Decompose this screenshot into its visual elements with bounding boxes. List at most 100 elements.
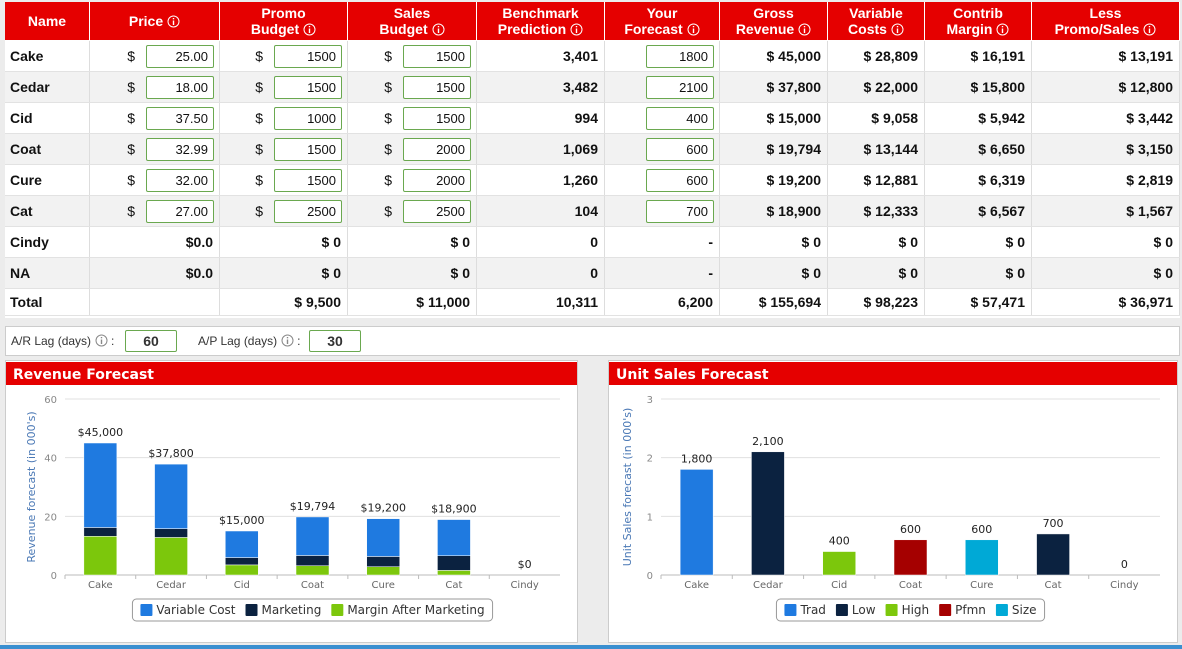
input-box[interactable]: 400 <box>646 107 714 130</box>
table-row: Total $ 9,500 $ 11,000 10,311 6,200 $ 155,694… <box>5 289 1180 316</box>
currency: $ <box>127 172 135 188</box>
cell: 600 <box>605 134 720 164</box>
x-tick-label: Cure <box>372 580 395 591</box>
icon-circle <box>687 23 700 36</box>
cell-text: $ 2,819 <box>1126 172 1173 188</box>
input-box[interactable]: 1000 <box>274 107 342 130</box>
cell-text: $ 18,900 <box>766 203 822 219</box>
total-label: 600 <box>971 523 992 536</box>
x-tick-label: Cat <box>1045 580 1062 591</box>
row-name: Cure <box>10 172 42 188</box>
header-line: Price <box>129 13 180 29</box>
currency: $ <box>255 203 263 219</box>
input-box[interactable]: 600 <box>646 138 714 161</box>
cell-text: $ 11,000 <box>416 294 470 310</box>
input-box[interactable]: 2500 <box>403 200 471 223</box>
header-line: Variable <box>849 5 903 21</box>
cell: $ 6,319 <box>925 165 1032 195</box>
header-text: Contrib <box>953 5 1003 21</box>
legend-label: Marketing <box>262 603 322 617</box>
lag-text: A/R Lag (days) <box>11 334 92 348</box>
input-box[interactable]: 1500 <box>403 107 471 130</box>
input-box[interactable]: 32.00 <box>146 169 214 192</box>
cell-text: 1,069 <box>562 141 598 157</box>
bar-segment <box>295 565 330 576</box>
x-tick-label: Cedar <box>156 580 187 591</box>
lag-label: A/R Lag (days): <box>11 334 114 348</box>
cell-text: $ 37,800 <box>766 79 822 95</box>
legend-swatch <box>835 604 848 616</box>
cell-text: $ 98,223 <box>863 294 919 310</box>
cell: $25.00 <box>90 41 220 71</box>
input-box[interactable]: 600 <box>646 169 714 192</box>
info-icon[interactable] <box>95 334 108 347</box>
column-header: Gross Revenue <box>720 2 828 40</box>
info-icon[interactable] <box>1143 23 1156 36</box>
info-icon[interactable] <box>432 23 445 36</box>
cell: $ 19,200 <box>720 165 828 195</box>
table-row: Cid $37.50 $1000 $1500 994 400 $ 15,000 $ 9,058… <box>5 103 1180 134</box>
header-line: Sales <box>394 5 431 21</box>
header-line: Less <box>1090 5 1122 21</box>
cell-text: $ 45,000 <box>766 48 822 64</box>
input-box[interactable]: 1800 <box>646 45 714 68</box>
input-box[interactable]: 32.99 <box>146 138 214 161</box>
cell-text: $ 15,800 <box>970 79 1026 95</box>
cell: $1000 <box>220 103 348 133</box>
input-box[interactable]: 25.00 <box>146 45 214 68</box>
cell: 104 <box>477 196 605 226</box>
currency: $ <box>255 48 263 64</box>
cell-text: $ 12,881 <box>863 172 919 188</box>
info-icon[interactable] <box>996 23 1009 36</box>
info-icon[interactable] <box>687 23 700 36</box>
cell: $ 15,800 <box>925 72 1032 102</box>
input-box[interactable]: 1500 <box>403 45 471 68</box>
input-box[interactable]: 1500 <box>403 76 471 99</box>
info-icon[interactable] <box>891 23 904 36</box>
icon-circle <box>281 334 294 347</box>
input-box[interactable]: 1500 <box>274 45 342 68</box>
cell: $0.0 <box>90 258 220 288</box>
input-box[interactable]: 2500 <box>274 200 342 223</box>
info-icon[interactable] <box>167 15 180 28</box>
input-box[interactable]: 2100 <box>646 76 714 99</box>
input-box[interactable]: 1500 <box>274 138 342 161</box>
bottom-bar <box>0 645 1182 649</box>
cell-text: $ 13,191 <box>1118 48 1174 64</box>
legend-swatch <box>140 604 153 616</box>
lag-input[interactable]: 30 <box>309 330 361 352</box>
legend: Trad Low High Pfmn Size <box>784 603 1037 617</box>
info-icon[interactable] <box>281 334 294 347</box>
chart-title: Revenue Forecast <box>13 367 154 383</box>
cell: 994 <box>477 103 605 133</box>
bar-segment <box>154 537 188 576</box>
header-text: Gross <box>753 5 794 21</box>
info-icon[interactable] <box>798 23 811 36</box>
cell-text: $ 3,442 <box>1126 110 1173 126</box>
input-box[interactable]: 18.00 <box>146 76 214 99</box>
bar-segment <box>83 442 118 528</box>
column-header: Benchmark Prediction <box>477 2 605 40</box>
info-icon[interactable] <box>570 23 583 36</box>
cell-text: $ 12,800 <box>1118 79 1174 95</box>
name-cell: Coat <box>5 134 90 164</box>
info-icon[interactable] <box>303 23 316 36</box>
table-row: NA $0.0 $ 0 $ 0 0 - $ 0 $ 0 $ 0 $ 0 <box>5 258 1180 289</box>
input-box[interactable]: 1500 <box>274 76 342 99</box>
lag-input[interactable]: 60 <box>125 330 177 352</box>
cell-text: 0 <box>590 265 598 281</box>
input-box[interactable]: 27.00 <box>146 200 214 223</box>
cell: $ 18,900 <box>720 196 828 226</box>
x-tick-label: Cake <box>684 580 709 591</box>
input-box[interactable]: 2000 <box>403 138 471 161</box>
bar-segment <box>1036 533 1070 576</box>
cell-text: $ 6,567 <box>978 203 1025 219</box>
input-box[interactable]: 2000 <box>403 169 471 192</box>
input-box[interactable]: 1500 <box>274 169 342 192</box>
input-box[interactable]: 700 <box>646 200 714 223</box>
bar-segment <box>366 556 400 567</box>
bar-segment <box>83 536 118 576</box>
x-tick-label: Cid <box>831 580 847 591</box>
legend-label: Trad <box>799 603 825 617</box>
input-box[interactable]: 37.50 <box>146 107 214 130</box>
